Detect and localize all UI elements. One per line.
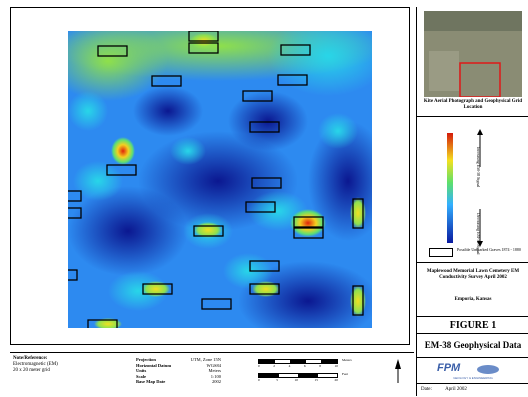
grave-box [249, 260, 280, 272]
figure-title: EM-38 Geophysical Data [424, 340, 522, 350]
legend-increasing: Increasing EM-38 Signal [476, 147, 481, 188]
grave-box [280, 44, 311, 56]
grave-box [245, 201, 276, 213]
aerial-photo [424, 11, 522, 98]
scale-tick: 15 [314, 378, 319, 382]
signal-arrows [477, 129, 483, 247]
grave-box [68, 207, 82, 219]
scale-tick: 20 [334, 378, 339, 382]
scale-value: 1:100 [210, 373, 221, 379]
date-label: Date: [421, 387, 432, 392]
projection-label: Projection [136, 357, 156, 362]
title-block: Kite Aerial Photograph and Geophysical G… [416, 7, 528, 396]
grave-box [201, 298, 232, 310]
base-date-label: Base Map Date [136, 379, 166, 384]
scale-tick: 10 [294, 378, 299, 382]
grave-box [188, 42, 219, 54]
grave-box [106, 164, 137, 176]
scale-tick: 4 [288, 364, 291, 368]
grave-box [151, 75, 182, 87]
units-value: Meters [208, 368, 222, 373]
grave-box [97, 45, 128, 57]
company-logo: FPM [437, 362, 461, 374]
base-date-value: 2002 [212, 379, 221, 384]
datum-value: WGS84 [206, 362, 222, 368]
grave-box [142, 283, 173, 295]
grave-box [352, 198, 364, 229]
grave-box [251, 177, 282, 189]
note-heading: Note/Reference: [13, 356, 48, 361]
grave-box [352, 285, 364, 316]
date-row: Date: April 2002 [421, 387, 467, 392]
grave-box [249, 283, 280, 295]
scale-tick: 0 [258, 364, 260, 368]
project-panel: Maplewood Memorial Lawn Cemetery EM Cond… [417, 263, 528, 317]
legend-box-label: Possible Unmarked Graves 1874 - 1880 [457, 247, 521, 252]
grave-box [87, 319, 118, 328]
projection-value: UTM, Zone 15N [190, 357, 221, 362]
grave-box [68, 269, 78, 281]
project-title: Maplewood Memorial Lawn Cemetery EM Cond… [426, 269, 520, 280]
scale-unit-meters: Meters [342, 358, 352, 362]
note-line-1: Electromagnetic (EM) [13, 362, 58, 367]
note-block: Note/Reference: Electromagnetic (EM) 20 … [13, 356, 58, 374]
grave-box [249, 121, 280, 133]
grave-box [68, 190, 82, 202]
scale-tick: 2 [273, 364, 276, 368]
figure-title-panel: EM-38 Geophysical Data [417, 334, 528, 358]
scale-tick: 10 [334, 364, 338, 368]
grave-box [293, 216, 324, 228]
logo-mark-icon [477, 365, 499, 374]
logo-subtitle: GEOLOGY & ENGINEERING [453, 376, 493, 380]
scale-label: Scale [136, 373, 146, 379]
scale-tick: 0 [258, 378, 260, 382]
legend-box-symbol [429, 248, 453, 257]
datum-label: Horizontal Datum [136, 362, 172, 368]
photo-caption: Kite Aerial Photograph and Geophysical G… [423, 99, 523, 110]
grave-box [193, 225, 224, 237]
north-arrow-icon [395, 359, 401, 383]
photo-panel: Kite Aerial Photograph and Geophysical G… [417, 7, 528, 117]
scale-tick: 8 [319, 364, 321, 368]
scale-tick: 6 [303, 364, 306, 368]
note-line-2: 20 x 20 meter grid [13, 368, 50, 373]
scale-unit-feet: Feet [342, 372, 349, 376]
scale-tick: 5 [276, 378, 278, 382]
units-label: Units [136, 368, 147, 373]
map-footer: Note/Reference: Electromagnetic (EM) 20 … [10, 352, 414, 397]
grave-box [242, 90, 273, 102]
figure-number-panel: FIGURE 1 [417, 317, 528, 334]
scale-bar-feet: 0 5 10 15 20 [258, 373, 338, 382]
project-location: Emporia, Kansas [454, 297, 492, 302]
scale-bar-meters: 0 2 4 6 8 10 [258, 359, 338, 368]
figure-label: FIGURE 1 [449, 320, 497, 331]
grave-box [277, 74, 308, 86]
em-survey-map [68, 31, 372, 328]
color-ramp [447, 133, 453, 243]
map-frame [10, 7, 410, 345]
legend-panel: Increasing EM-38 Signal Decreasing EM-38… [417, 117, 528, 263]
map-info: Projection UTM, Zone 15N Horizontal Datum… [136, 357, 221, 385]
grave-box [188, 31, 219, 42]
date-value: April 2002 [445, 387, 467, 392]
logo-panel: FPM GEOLOGY & ENGINEERING [417, 358, 528, 384]
grave-box [293, 227, 324, 239]
